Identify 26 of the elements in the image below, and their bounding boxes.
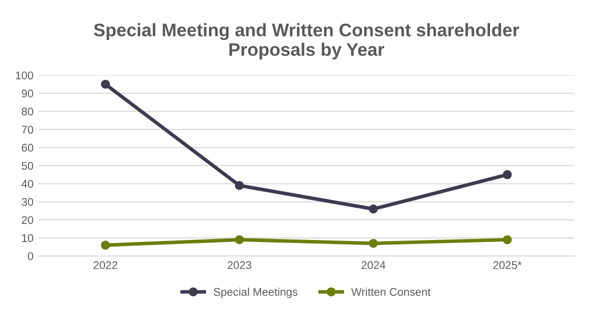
point	[502, 170, 512, 180]
y-tick-label: 10	[22, 234, 34, 242]
point	[100, 240, 110, 250]
y-tick-label: 30	[22, 198, 34, 206]
legend-label: Special Meetings	[214, 288, 298, 298]
y-tick-label: 80	[22, 108, 34, 116]
y-tick-label: 0	[28, 252, 34, 260]
y-tick-label: 60	[22, 144, 34, 152]
point	[502, 235, 512, 244]
point	[368, 204, 378, 214]
x-tick-label: 2025*	[493, 261, 522, 270]
legend-label: Written Consent	[351, 288, 431, 296]
y-tick-label: 50	[22, 162, 34, 170]
y-tick-label: 40	[22, 180, 34, 188]
point	[368, 238, 378, 248]
y-tick-label: 70	[22, 126, 34, 134]
x-tick-label: 2022	[94, 261, 118, 270]
y-tick-label: 100	[16, 71, 34, 80]
point	[100, 80, 110, 89]
y-tick-label: 20	[22, 216, 34, 224]
x-tick-label: 2024	[362, 261, 386, 270]
y-tick-label: 90	[22, 90, 34, 98]
chart-title: Special Meeting and Written Consent shareholder Proposals by Year	[94, 23, 520, 60]
x-tick-label: 2023	[228, 261, 252, 270]
point	[234, 180, 244, 190]
point	[234, 235, 244, 244]
